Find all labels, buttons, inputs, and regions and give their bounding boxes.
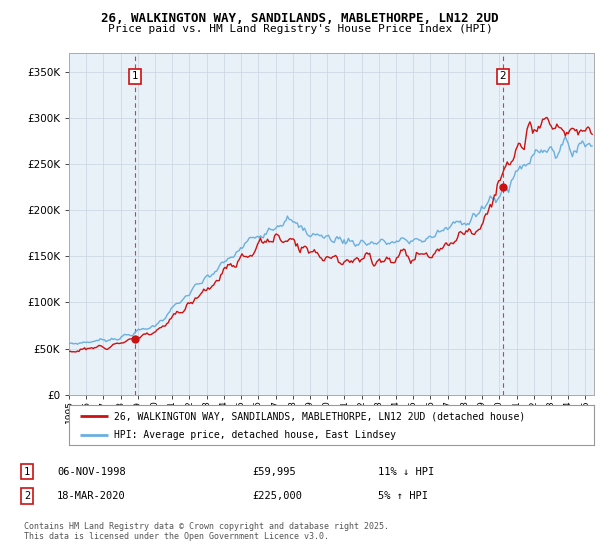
Text: 1: 1 [132,71,139,81]
Text: 26, WALKINGTON WAY, SANDILANDS, MABLETHORPE, LN12 2UD: 26, WALKINGTON WAY, SANDILANDS, MABLETHO… [101,12,499,25]
Text: 11% ↓ HPI: 11% ↓ HPI [378,466,434,477]
Text: £225,000: £225,000 [252,491,302,501]
Text: Contains HM Land Registry data © Crown copyright and database right 2025.
This d: Contains HM Land Registry data © Crown c… [24,522,389,542]
Text: 5% ↑ HPI: 5% ↑ HPI [378,491,428,501]
Text: 2: 2 [500,71,506,81]
Text: 06-NOV-1998: 06-NOV-1998 [57,466,126,477]
Text: 26, WALKINGTON WAY, SANDILANDS, MABLETHORPE, LN12 2UD (detached house): 26, WALKINGTON WAY, SANDILANDS, MABLETHO… [113,411,525,421]
Text: HPI: Average price, detached house, East Lindsey: HPI: Average price, detached house, East… [113,430,395,440]
Text: 1: 1 [24,466,30,477]
Text: 18-MAR-2020: 18-MAR-2020 [57,491,126,501]
Text: 2: 2 [24,491,30,501]
Text: Price paid vs. HM Land Registry's House Price Index (HPI): Price paid vs. HM Land Registry's House … [107,24,493,34]
Text: £59,995: £59,995 [252,466,296,477]
